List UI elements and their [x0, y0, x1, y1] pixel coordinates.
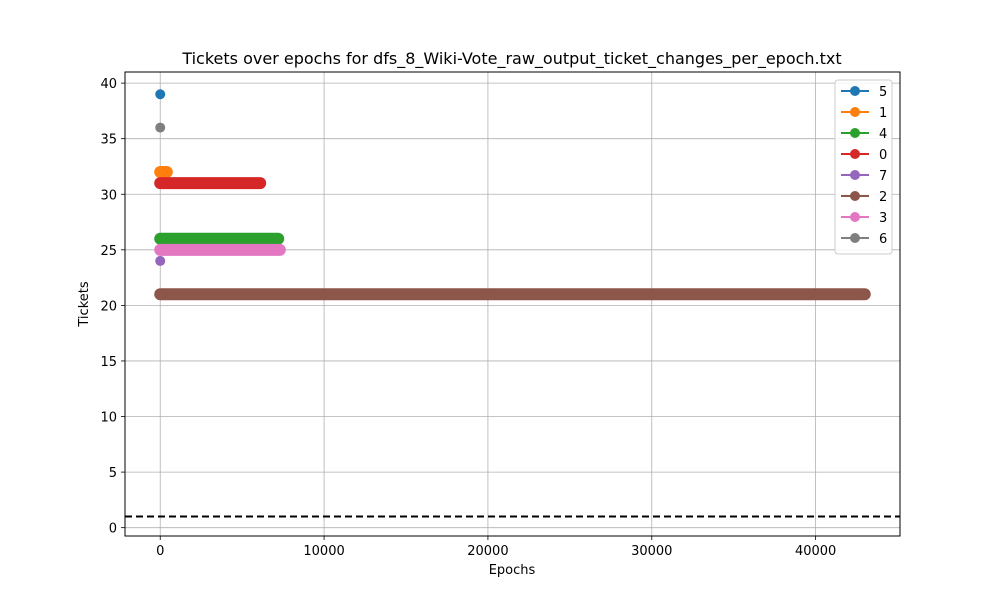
y-tick-label: 35 — [100, 133, 117, 148]
legend-marker-0 — [850, 149, 860, 159]
x-axis-ticks: 0 10000 20000 30000 40000 — [156, 536, 836, 559]
y-tick-label: 15 — [100, 355, 117, 370]
y-tick-label: 40 — [100, 77, 117, 92]
series-4 — [154, 232, 285, 245]
series-6 — [155, 122, 166, 133]
series-2-point — [155, 289, 166, 300]
legend-marker-5 — [850, 86, 860, 96]
legend-marker-3 — [850, 212, 860, 222]
y-tick-label: 5 — [109, 466, 117, 481]
legend-marker-2 — [850, 191, 860, 201]
series-5 — [155, 89, 166, 100]
y-axis-label: Tickets — [77, 281, 92, 327]
series-0-point — [155, 178, 166, 189]
legend-marker-6 — [850, 233, 860, 243]
series-5-point — [155, 89, 166, 100]
y-axis-ticks: 0 5 10 15 20 25 30 35 40 — [100, 77, 125, 537]
series-3 — [154, 243, 286, 256]
legend-label-4: 4 — [879, 127, 887, 142]
series-6-point — [155, 122, 166, 133]
x-tick-label: 20000 — [467, 544, 508, 559]
y-tick-label: 0 — [109, 522, 117, 537]
series-1 — [154, 166, 173, 179]
x-tick-label: 40000 — [795, 544, 836, 559]
legend-label-0: 0 — [879, 148, 887, 163]
x-tick-label: 0 — [156, 544, 164, 559]
legend-box — [834, 79, 893, 255]
y-tick-label: 25 — [100, 244, 117, 259]
legend-label-2: 2 — [879, 190, 887, 205]
x-tick-label: 30000 — [631, 544, 672, 559]
y-tick-label: 10 — [100, 411, 117, 426]
series-4-point — [273, 233, 284, 244]
legend-label-1: 1 — [879, 106, 887, 121]
legend-label-3: 3 — [879, 211, 887, 226]
y-tick-label: 20 — [100, 299, 117, 314]
series-7 — [155, 255, 166, 266]
legend-marker-7 — [850, 170, 860, 180]
legend-marker-1 — [850, 107, 860, 117]
x-axis-label: Epochs — [489, 563, 536, 578]
series-0-point — [255, 178, 266, 189]
series-3-point — [274, 244, 285, 255]
series-1-point — [161, 167, 172, 178]
legend-marker-4 — [850, 128, 860, 138]
legend: 5 1 4 0 7 2 3 6 — [834, 79, 893, 255]
series-layer — [154, 89, 871, 301]
y-tick-label: 30 — [100, 188, 117, 203]
series-2-point — [859, 289, 870, 300]
series-7-point — [155, 255, 166, 266]
plot-frame — [124, 71, 901, 537]
series-4-point — [155, 233, 166, 244]
x-tick-label: 10000 — [303, 544, 344, 559]
series-2 — [154, 288, 871, 301]
grid — [125, 72, 900, 536]
legend-label-6: 6 — [879, 232, 887, 247]
legend-label-5: 5 — [879, 85, 887, 100]
legend-label-7: 7 — [879, 169, 887, 184]
series-0 — [154, 177, 267, 190]
chart-title: Tickets over epochs for dfs_8_Wiki-Vote_… — [181, 49, 841, 69]
series-3-point — [155, 244, 166, 255]
